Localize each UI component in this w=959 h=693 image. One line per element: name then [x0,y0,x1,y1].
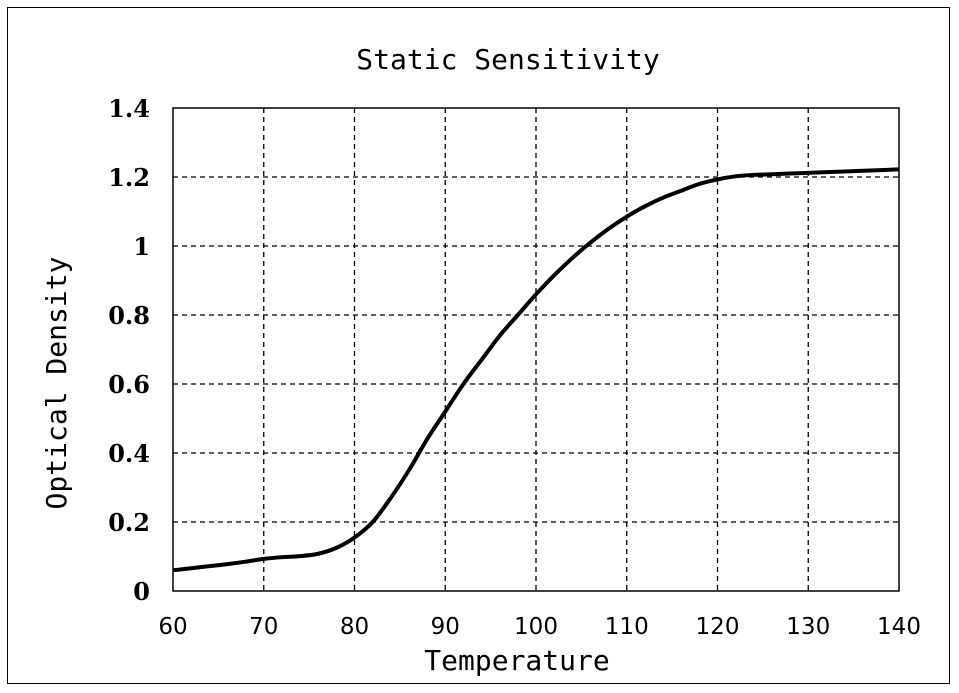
y-tick-label: 1.4 [108,94,150,123]
y-tick-label: 0.4 [108,439,150,468]
y-tick-label: 1 [133,232,150,261]
y-tick-label: 0.8 [108,301,150,330]
y-tick-labels: 0 0.2 0.4 0.6 0.8 1 1.2 1.4 [108,94,150,606]
x-tick-label: 130 [786,614,830,640]
x-tick-label: 80 [340,614,369,640]
series-layer [172,167,900,573]
y-tick-label: 0.6 [108,370,150,399]
series-line [172,167,900,573]
chart-frame [7,7,950,684]
x-tick-label: 60 [158,614,187,640]
y-tick-label: 0 [133,577,150,606]
y-axis-label: Optical Density [40,257,73,510]
x-tick-label: 90 [431,614,460,640]
x-tick-label: 70 [249,614,278,640]
y-tick-label: 1.2 [108,163,150,192]
x-tick-label: 120 [696,614,740,640]
x-tick-labels: 60 70 80 90 100 110 120 130 140 [158,614,921,640]
y-tick-label: 0.2 [108,508,150,537]
x-tick-label: 110 [605,614,649,640]
x-tick-label: 140 [877,614,921,640]
x-tick-label: 100 [514,614,558,640]
grid-lines [173,108,899,591]
chart-title: Static Sensitivity [356,43,659,76]
x-axis-label: Temperature [424,644,609,677]
plot-area-border [172,107,900,592]
